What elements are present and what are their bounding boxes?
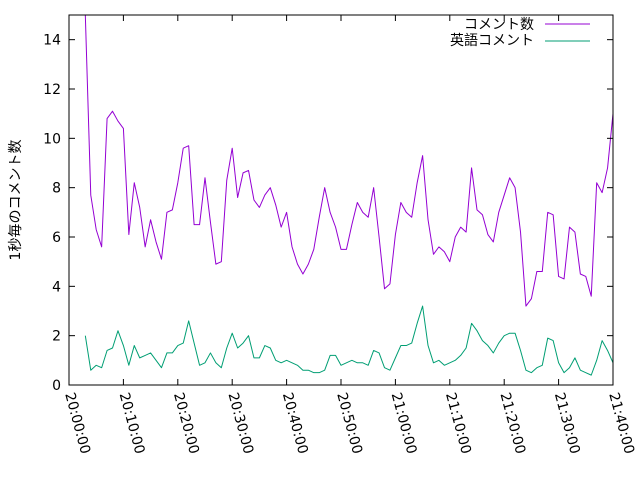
x-tick-label: 21:00:00 xyxy=(388,391,420,456)
plot-area xyxy=(84,15,613,376)
y-tick-label: 2 xyxy=(52,329,61,345)
x-tick-label: 20:30:00 xyxy=(224,391,256,456)
x-tick-label: 20:00:00 xyxy=(61,391,93,456)
series-line-english-comments xyxy=(84,305,613,376)
y-tick-label: 0 xyxy=(52,378,61,394)
x-tick-label: 21:20:00 xyxy=(496,391,528,456)
x-tick-label: 21:10:00 xyxy=(442,391,474,456)
x-tick-label: 20:10:00 xyxy=(116,391,148,456)
legend-label-comments: コメント数 xyxy=(464,17,534,33)
y-tick-label: 6 xyxy=(52,230,61,246)
legend: コメント数 英語コメント xyxy=(450,17,590,49)
x-tick-label: 20:20:00 xyxy=(170,391,202,456)
series-line-comments xyxy=(84,15,613,307)
x-tick-label: 21:30:00 xyxy=(551,391,583,456)
legend-label-english-comments: 英語コメント xyxy=(450,32,534,49)
y-tick-label: 8 xyxy=(52,181,61,197)
y-tick-label: 14 xyxy=(43,33,61,49)
y-tick-label: 10 xyxy=(43,131,61,147)
axes: 0 2 4 6 8 10 12 14 20:00:00 20:10:00 20:20:00 20:30… xyxy=(43,15,637,456)
plot-frame xyxy=(68,14,614,386)
y-tick-label: 4 xyxy=(52,279,61,295)
x-tick-label: 20:40:00 xyxy=(279,391,311,456)
x-tick-label: 21:40:00 xyxy=(605,391,637,456)
y-tick-label: 12 xyxy=(43,82,61,98)
y-axis-label: 1秒毎のコメント数 xyxy=(8,140,24,261)
x-tick-label: 20:50:00 xyxy=(333,391,365,456)
